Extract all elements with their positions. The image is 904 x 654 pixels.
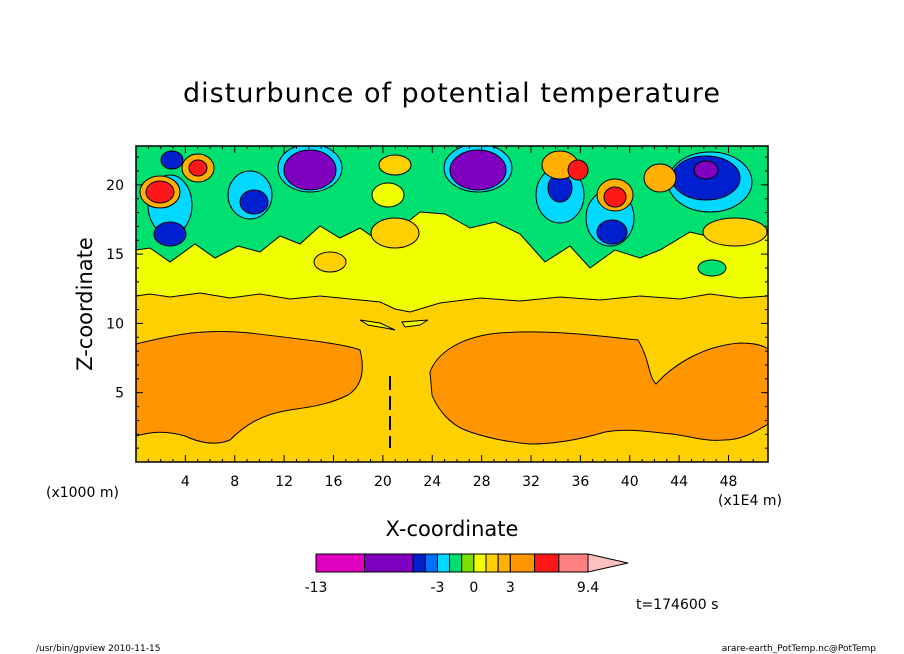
y-unit-label: (x1000 m) [46, 485, 119, 501]
colorbar-segment [534, 553, 560, 573]
colorbar-segment [364, 553, 414, 573]
x-tick-label: 48 [720, 474, 738, 490]
plot-frame [135, 145, 769, 463]
colorbar-segment [485, 553, 499, 573]
colorbar-segment [412, 553, 426, 573]
y-tick-label: 5 [115, 386, 124, 402]
chart-title: disturbunce of potential temperature [183, 78, 721, 109]
lower-right [429, 331, 768, 445]
footer-right: arare-earth_PotTemp.nc@PotTemp [722, 644, 877, 654]
y-tick-label: 20 [106, 178, 124, 194]
x-tick-label: 20 [374, 474, 392, 490]
footer-left: /usr/bin/gpview 2010-11-15 [36, 644, 160, 654]
colorbar-labels: -13 -3 0 3 9.4 [305, 580, 600, 596]
y-tick-label: 15 [106, 247, 124, 263]
colorbar-segment [497, 553, 511, 573]
colorbar-segment [558, 553, 589, 573]
time-label: t=174600 s [636, 597, 718, 613]
y-tick-label: 10 [106, 316, 124, 332]
x-tick-label: 28 [473, 474, 491, 490]
colorbar-segment [473, 553, 487, 573]
x-tick-label: 4 [181, 474, 190, 490]
x-tick-label: 36 [571, 474, 589, 490]
x-axis: 4 8 12 16 20 24 28 32 36 40 44 48 [147, 146, 754, 490]
x-tick-label: 8 [230, 474, 239, 490]
plot-field [136, 146, 768, 462]
colorbar-tick-label: -3 [430, 580, 444, 596]
colorbar-tick-label: -13 [305, 580, 328, 596]
x-tick-label: 32 [522, 474, 540, 490]
x-tick-label: 24 [423, 474, 441, 490]
x-tick-label: 16 [325, 474, 343, 490]
colorbar-segment [509, 553, 536, 573]
colorbar-tick-label: 9.4 [577, 580, 599, 596]
colorbar-segment [449, 553, 463, 573]
y-axis-label: Z-coordinate [73, 237, 97, 371]
colorbar-segment [315, 553, 366, 573]
colorbar-segment [424, 553, 438, 573]
x-axis-label: X-coordinate [386, 517, 519, 541]
x-tick-label: 12 [275, 474, 293, 490]
x-tick-label: 40 [621, 474, 639, 490]
x-unit-label: (x1E4 m) [718, 493, 782, 509]
lower-left [136, 330, 363, 444]
x-tick-label: 44 [670, 474, 688, 490]
colorbar-tick-label: 0 [469, 580, 478, 596]
colorbar [315, 553, 629, 573]
colorbar-segment [436, 553, 451, 573]
colorbar-arrow [587, 553, 629, 573]
colorbar-segment [461, 553, 475, 573]
colorbar-tick-label: 3 [506, 580, 515, 596]
y-axis: 5 10 15 20 [106, 156, 768, 449]
